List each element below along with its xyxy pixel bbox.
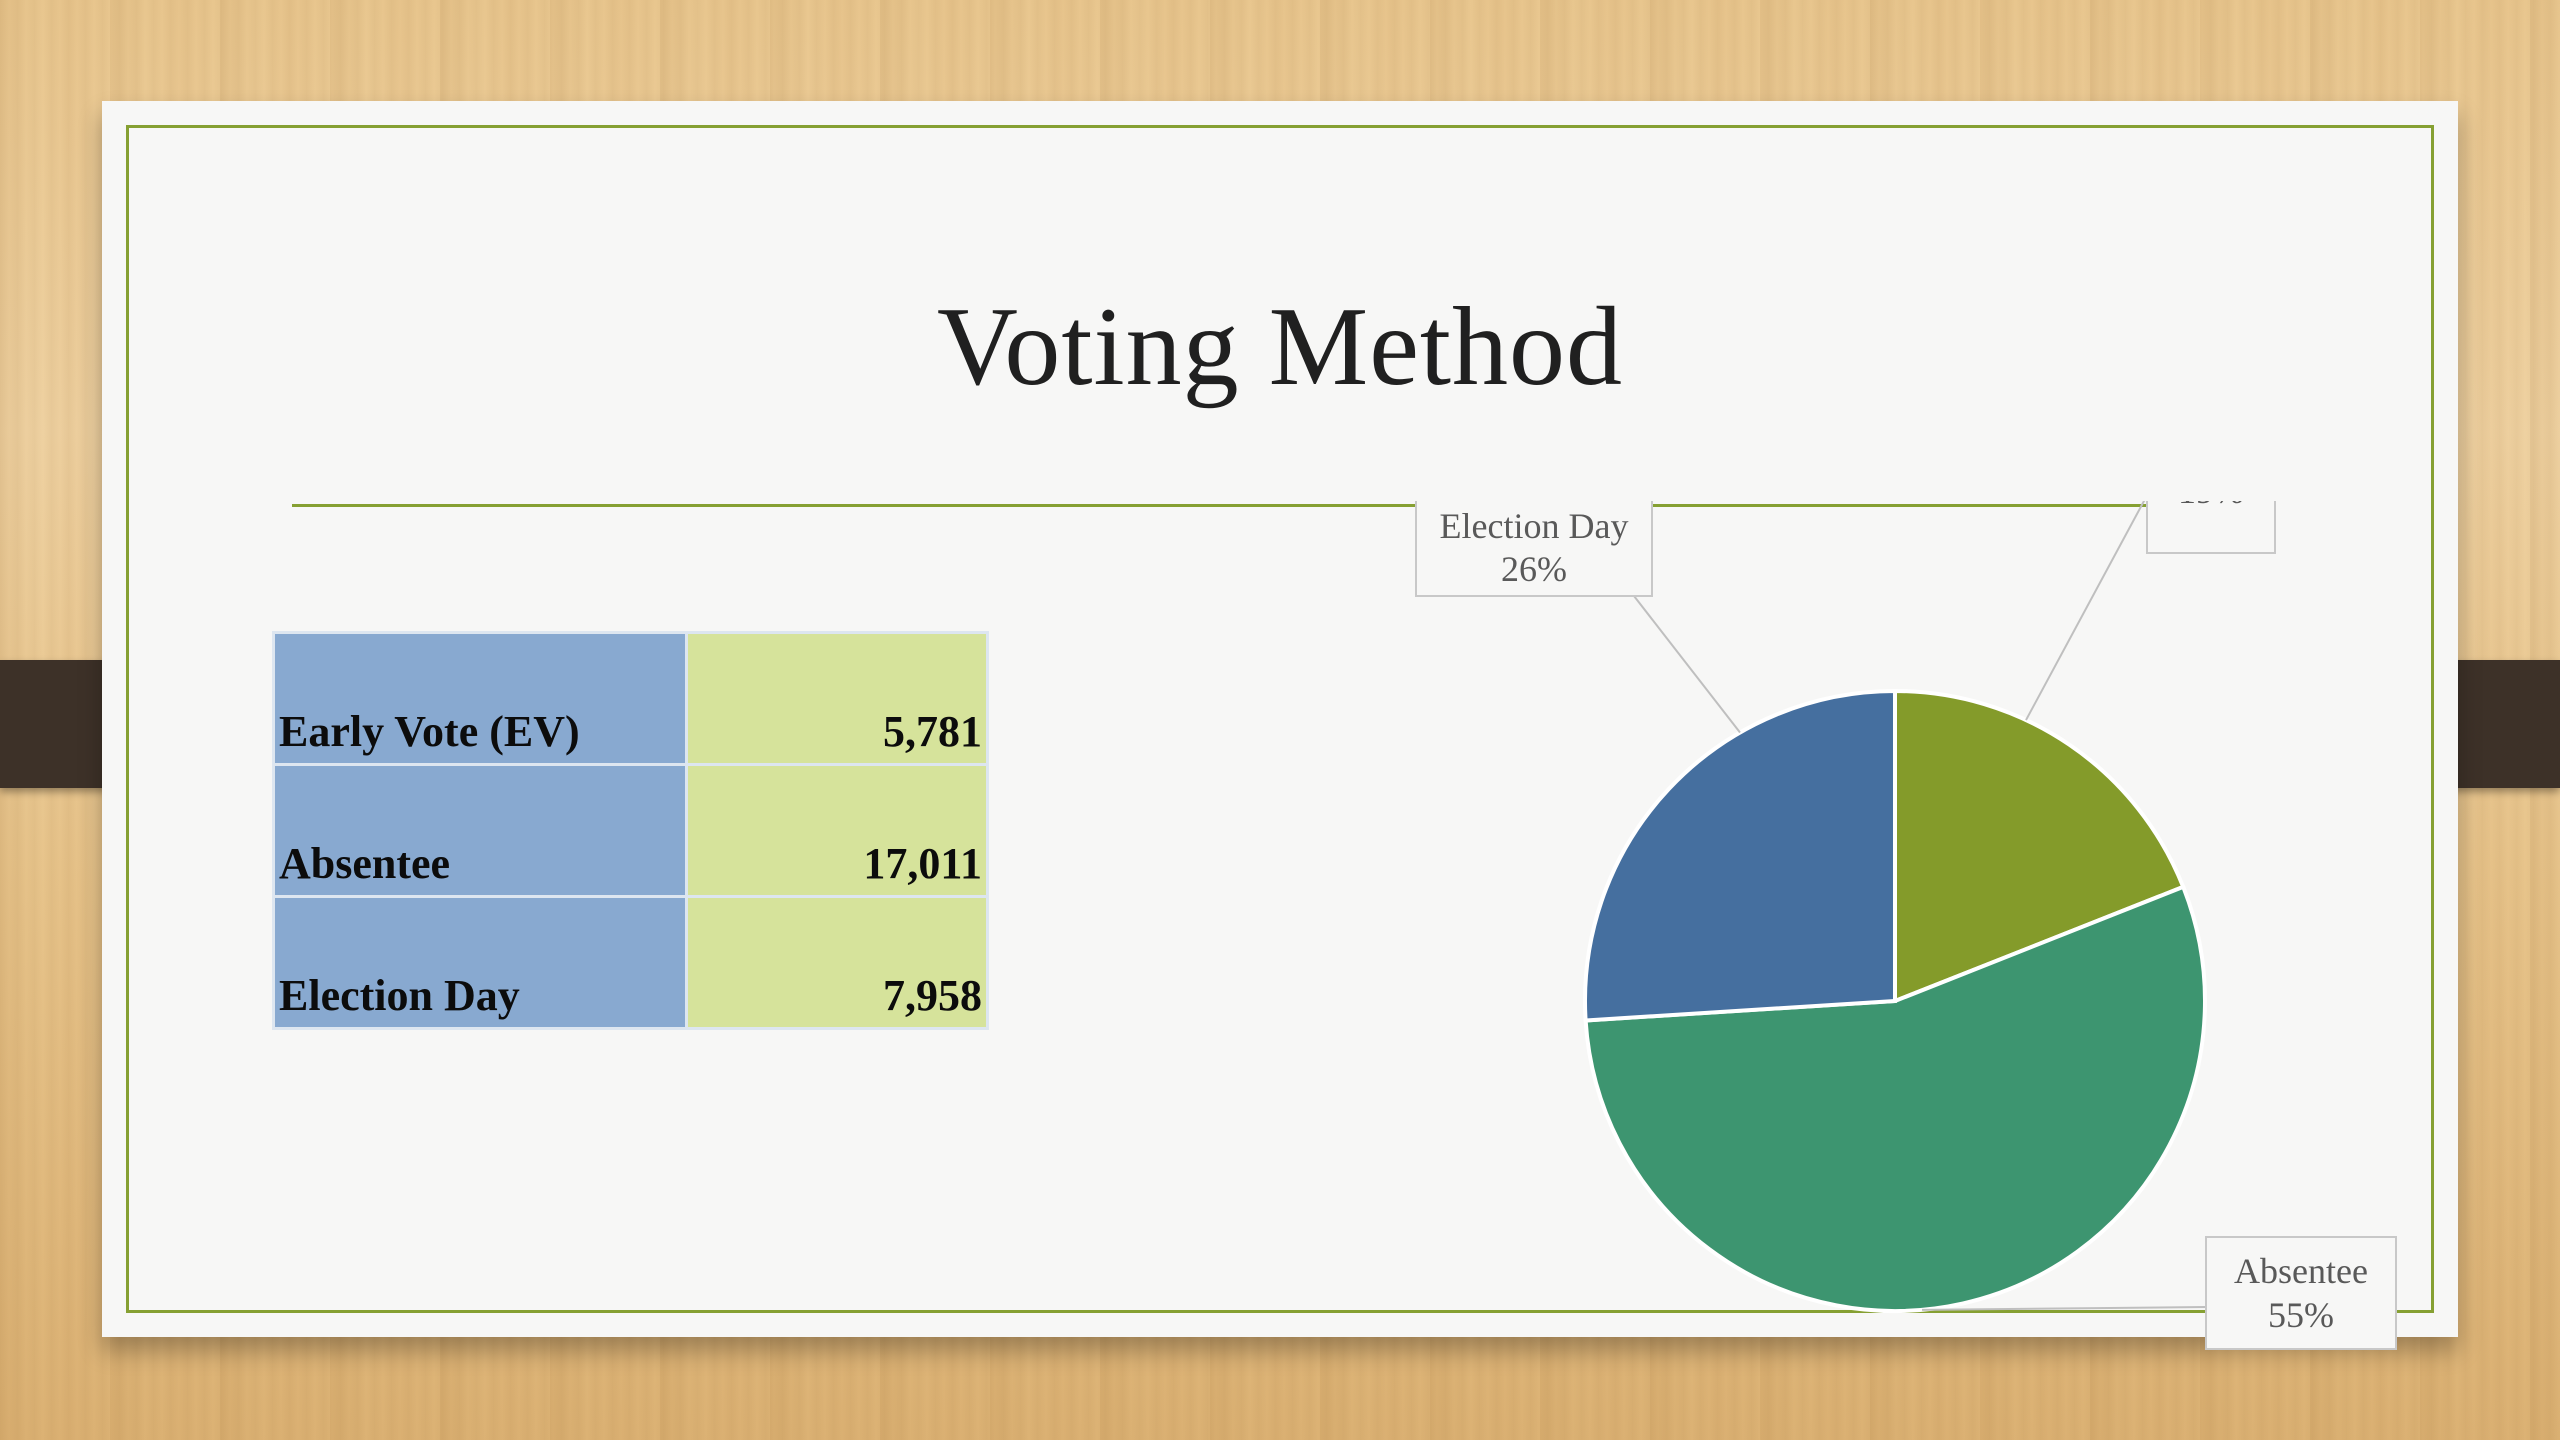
table-row: Absentee 17,011 xyxy=(272,763,989,898)
slice-label: Election Day xyxy=(1440,506,1629,546)
callout-ev: EV19% xyxy=(2025,501,2276,721)
pie-slice-ev xyxy=(1893,688,2186,1004)
slide: Voting Method Early Vote (EV) 5,781 Abse… xyxy=(102,101,2458,1350)
vote-table: Early Vote (EV) 5,781 Absentee 17,011 El… xyxy=(272,631,989,1030)
slice-label: Absentee xyxy=(2234,1251,2368,1291)
slide-title: Voting Method xyxy=(936,285,1624,409)
pie-slice-absentee xyxy=(1583,884,2207,1313)
slide-frame xyxy=(126,125,2434,1313)
row-value: 5,781 xyxy=(685,631,989,766)
row-value: 17,011 xyxy=(685,763,989,898)
slice-percent: 55% xyxy=(2268,1295,2334,1335)
callout-frame xyxy=(2146,501,2276,554)
row-label: Election Day xyxy=(272,895,688,1030)
slice-percent: 19% xyxy=(2178,501,2244,511)
leader-line xyxy=(1633,595,1741,734)
leader-line xyxy=(1922,1306,2207,1311)
callout-frame xyxy=(2205,1236,2397,1350)
row-value: 7,958 xyxy=(685,895,989,1030)
table-row: Early Vote (EV) 5,781 xyxy=(272,631,989,766)
slice-percent: 26% xyxy=(1501,549,1567,589)
table-row: Election Day 7,958 xyxy=(272,895,989,1030)
leader-line xyxy=(2025,501,2146,721)
pie-slice-election-day xyxy=(1583,688,1897,1023)
callout-frame xyxy=(1415,501,1653,597)
title-divider xyxy=(292,504,2268,507)
row-label: Early Vote (EV) xyxy=(272,631,688,766)
row-label: Absentee xyxy=(272,763,688,898)
